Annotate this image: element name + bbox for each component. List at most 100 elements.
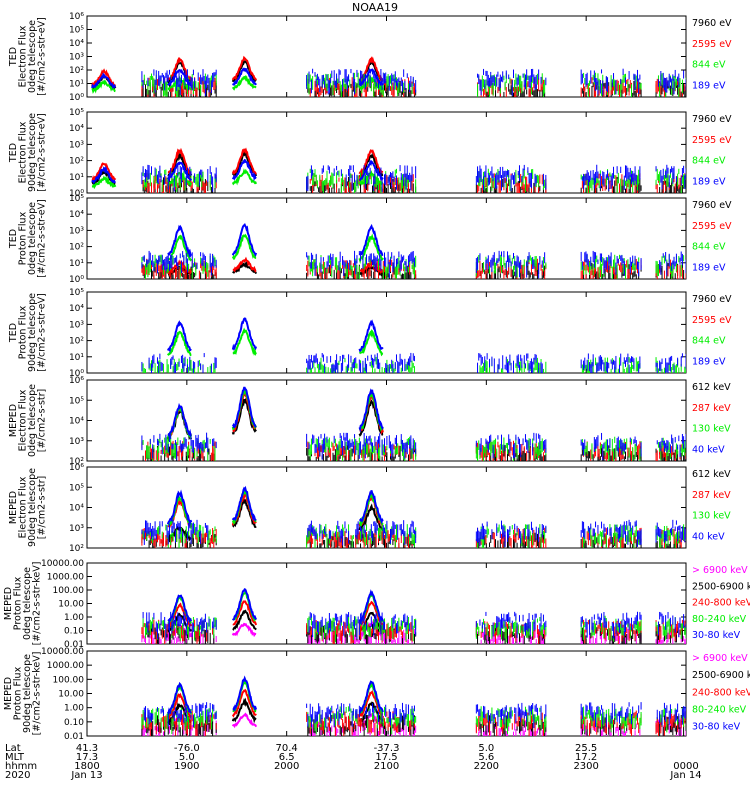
y-tick-label: 10¹ xyxy=(69,259,84,269)
series-40-kev xyxy=(141,485,686,547)
y-tick-label: 10³ xyxy=(69,226,84,236)
legend-label: 844 eV xyxy=(692,336,726,347)
series-130-kev xyxy=(142,488,686,548)
legend-label: 189 eV xyxy=(692,81,726,92)
y-tick-label: 10⁴ xyxy=(69,124,84,134)
legend-label: 612 keV xyxy=(692,469,731,480)
y-tick-label: 10² xyxy=(69,66,84,76)
y-axis-label-line: 90deg telescope xyxy=(27,293,38,372)
data-point xyxy=(231,622,257,638)
data-point xyxy=(91,175,117,190)
data-point xyxy=(91,165,116,185)
y-tick-label: 10⁴ xyxy=(69,417,84,427)
y-tick-label: 0.01 xyxy=(64,640,84,650)
y-axis-label-line: [#/cm2-s-str-eV] xyxy=(37,293,48,372)
y-axis-label-line: 90deg telescope xyxy=(27,113,38,192)
data-point xyxy=(231,485,257,522)
y-tick-label: 10⁰ xyxy=(69,93,84,103)
y-tick-label: 10³ xyxy=(69,524,84,534)
y-axis-label-line: Electron Flux xyxy=(18,389,29,451)
y-tick-label: 10⁵ xyxy=(69,288,84,298)
data-point xyxy=(358,328,384,357)
data-point xyxy=(232,260,258,274)
y-tick-label: 10² xyxy=(69,243,84,253)
data-point xyxy=(358,319,384,353)
y-tick-label: 10⁴ xyxy=(69,39,84,49)
y-tick-label: 10⁴ xyxy=(69,504,84,514)
y-tick-label: 10⁵ xyxy=(69,483,84,493)
series-189-ev xyxy=(91,158,686,192)
y-tick-label: 10⁴ xyxy=(69,210,84,220)
y-tick-label: 10⁵ xyxy=(69,396,84,406)
y-axis-label-line: TED xyxy=(8,323,19,343)
legend-label: 189 eV xyxy=(692,263,726,274)
y-axis-label-line: [#/cm2-s-str-eV] xyxy=(37,17,48,96)
data-point xyxy=(167,224,193,259)
legend-label: 80-240 keV xyxy=(692,614,747,625)
y-axis-label-line: Proton Flux xyxy=(18,211,29,265)
data-point xyxy=(167,234,193,262)
y-axis-label-line: TED xyxy=(8,143,19,163)
series-844-ev xyxy=(142,327,686,373)
y-tick-label: 10¹ xyxy=(69,80,84,90)
y-tick-label: 10³ xyxy=(69,53,84,63)
legend-label: 7960 eV xyxy=(692,18,732,29)
legend-label: 2595 eV xyxy=(692,135,732,146)
data-marks xyxy=(141,386,686,461)
y-tick-label: 10⁵ xyxy=(69,194,84,204)
legend-label: 30-80 keV xyxy=(692,630,741,641)
legend-label: 40 keV xyxy=(692,445,725,456)
y-axis-label-line: 0deg telescope xyxy=(22,567,33,640)
y-tick-label: 10² xyxy=(69,157,84,167)
data-marks xyxy=(141,485,686,548)
legend-label: 40 keV xyxy=(692,532,725,543)
legend-label: 844 eV xyxy=(692,242,726,253)
data-point xyxy=(91,72,117,90)
data-point xyxy=(167,172,193,188)
y-axis-label-line: 0deg telescope xyxy=(27,202,38,275)
y-axis-label-line: Proton Flux xyxy=(18,305,29,359)
y-axis-label-line: [#/cm2-s-str] xyxy=(37,389,48,452)
data-point xyxy=(231,168,258,186)
data-point xyxy=(231,386,257,429)
data-point xyxy=(166,320,192,354)
y-tick-label: 10⁰ xyxy=(69,189,84,199)
data-point xyxy=(232,256,257,273)
y-axis-label-line: Electron Flux xyxy=(18,121,29,183)
y-axis-label-line: 0deg telescope xyxy=(27,20,38,93)
legend-label: 7960 eV xyxy=(692,114,732,125)
y-axis-label-line: Proton Flux xyxy=(13,576,24,630)
data-point xyxy=(232,327,257,356)
y-tick-label: 1.00 xyxy=(64,613,84,623)
y-tick-label: 10³ xyxy=(69,437,84,447)
y-axis-label-line: Electron Flux xyxy=(18,476,29,538)
y-tick-label: 10⁰ xyxy=(69,275,84,285)
legend-label: 189 eV xyxy=(692,357,726,368)
series-612-kev xyxy=(142,397,686,461)
y-tick-label: 10000.00 xyxy=(41,559,84,569)
series-189-ev xyxy=(91,67,686,97)
y-axis-label-line: 90deg telescope xyxy=(27,468,38,547)
y-tick-label: 100.00 xyxy=(53,586,85,596)
data-point xyxy=(167,161,193,182)
legend-label: 287 keV xyxy=(692,403,731,414)
y-axis-label-line: [#/cm2-s-str-keV] xyxy=(32,562,43,646)
legend-label: 130 keV xyxy=(692,511,731,522)
legend-label: 2595 eV xyxy=(692,315,732,326)
y-axis-label-line: MEPED xyxy=(8,491,19,524)
series-189-ev xyxy=(141,222,686,279)
y-axis-label-line: Electron Flux xyxy=(18,25,29,87)
data-point xyxy=(231,55,257,81)
y-tick-label: 10² xyxy=(69,457,84,467)
data-point xyxy=(359,67,384,87)
data-marks xyxy=(91,147,686,193)
